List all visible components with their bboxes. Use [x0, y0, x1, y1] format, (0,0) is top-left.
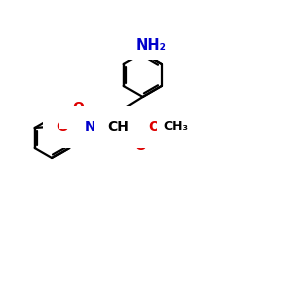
Text: CH₃: CH₃ [163, 121, 188, 134]
Ellipse shape [88, 116, 128, 138]
Text: O: O [73, 101, 85, 115]
Text: NH: NH [85, 120, 108, 134]
Text: O: O [135, 139, 147, 153]
Text: NH₂: NH₂ [135, 38, 166, 52]
Text: O: O [149, 120, 161, 134]
Text: CH: CH [108, 120, 130, 134]
Text: O: O [57, 120, 69, 134]
